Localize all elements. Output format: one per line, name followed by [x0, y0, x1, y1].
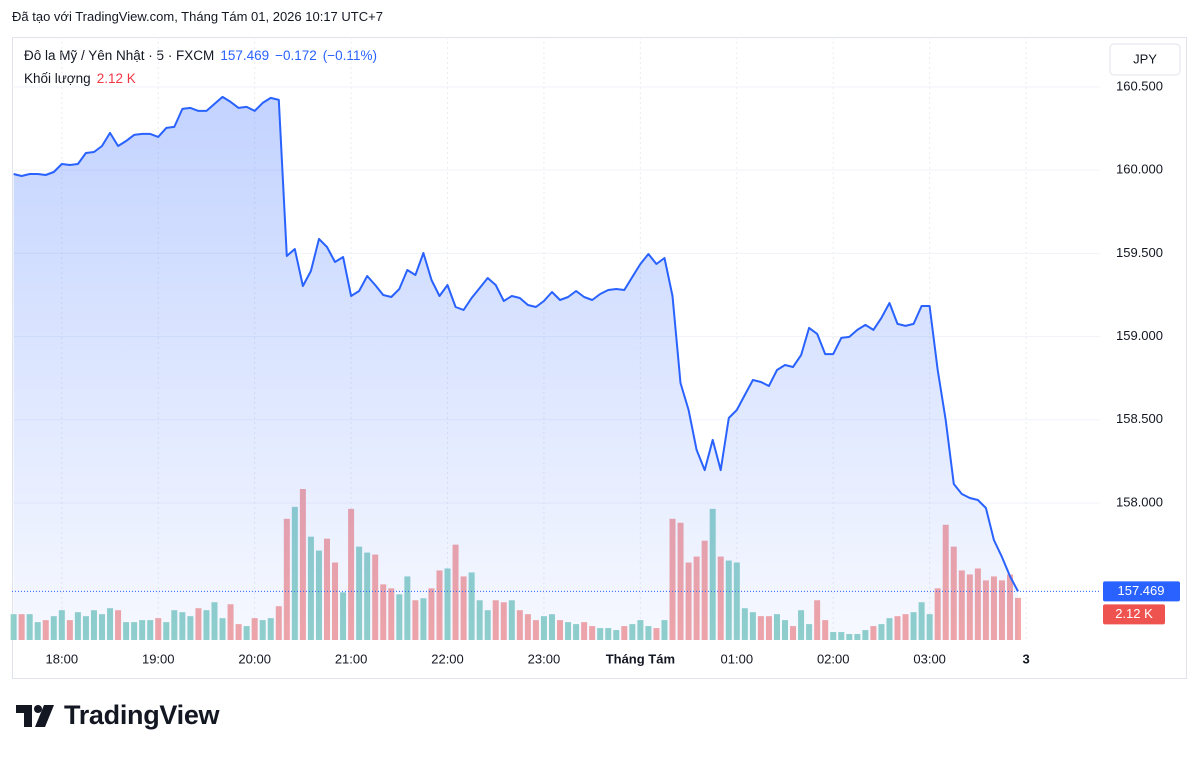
volume-bar: [1015, 597, 1022, 640]
x-tick-label: Tháng Tám: [606, 651, 675, 666]
y-tick-label: 160.500: [1116, 78, 1163, 93]
x-tick-label: 19:00: [142, 651, 175, 666]
x-tick-label: 02:00: [817, 651, 850, 666]
currency[interactable]: JPY: [1133, 51, 1157, 66]
y-tick-label: 160.000: [1116, 162, 1163, 177]
last-volume-box: [1103, 604, 1165, 625]
x-tick-label: 01:00: [721, 651, 754, 666]
last-volume: 2.12 K: [96, 71, 136, 86]
last-price-label: 157.469: [1118, 583, 1165, 598]
change-pct: (−0.11%): [322, 48, 377, 63]
last-price: 157.469: [220, 48, 270, 63]
logo: TradingView: [16, 700, 220, 731]
chart: 158.000 158.500 159.000 159.500 160.000 160.5…: [10, 37, 1187, 679]
x-tick-label: 20:00: [238, 651, 271, 666]
change: −0.172: [275, 48, 317, 63]
last-price-box: [1103, 581, 1180, 602]
volume-title: Khối lượng: [24, 71, 91, 86]
logo-icon: [16, 704, 54, 727]
currency-button[interactable]: [1109, 43, 1181, 76]
x-tick-label: 21:00: [335, 651, 368, 666]
y-tick-label: 158.000: [1116, 494, 1163, 509]
legend-symbol: Đô la Mỹ / Yên Nhật · 5 · FXCM 157.469 −…: [24, 48, 377, 63]
price-line: [13, 95, 1019, 592]
x-tick-label: 23:00: [528, 651, 561, 666]
header: Đã tạo với TradingView.com, Tháng Tám 01…: [12, 9, 383, 24]
price-area: [13, 96, 1019, 640]
y-tick-label: 159.000: [1116, 328, 1163, 343]
x-tick-label: 22:00: [431, 651, 464, 666]
y-tick-label: 159.500: [1116, 245, 1163, 260]
x-tick-label: 3: [1022, 651, 1029, 666]
y-tick-label: 158.500: [1116, 411, 1163, 426]
last-volume-label: 2.12 K: [1115, 606, 1153, 621]
chart-frame: [12, 37, 1187, 679]
x-tick-label: 03:00: [913, 651, 946, 666]
symbol: Đô la Mỹ / Yên Nhật · 5 · FXCM: [24, 48, 215, 63]
logo-text: TradingView: [64, 700, 220, 730]
x-tick-label: 18:00: [46, 651, 79, 666]
legend-volume: Khối lượng 2.12 K: [24, 71, 136, 86]
